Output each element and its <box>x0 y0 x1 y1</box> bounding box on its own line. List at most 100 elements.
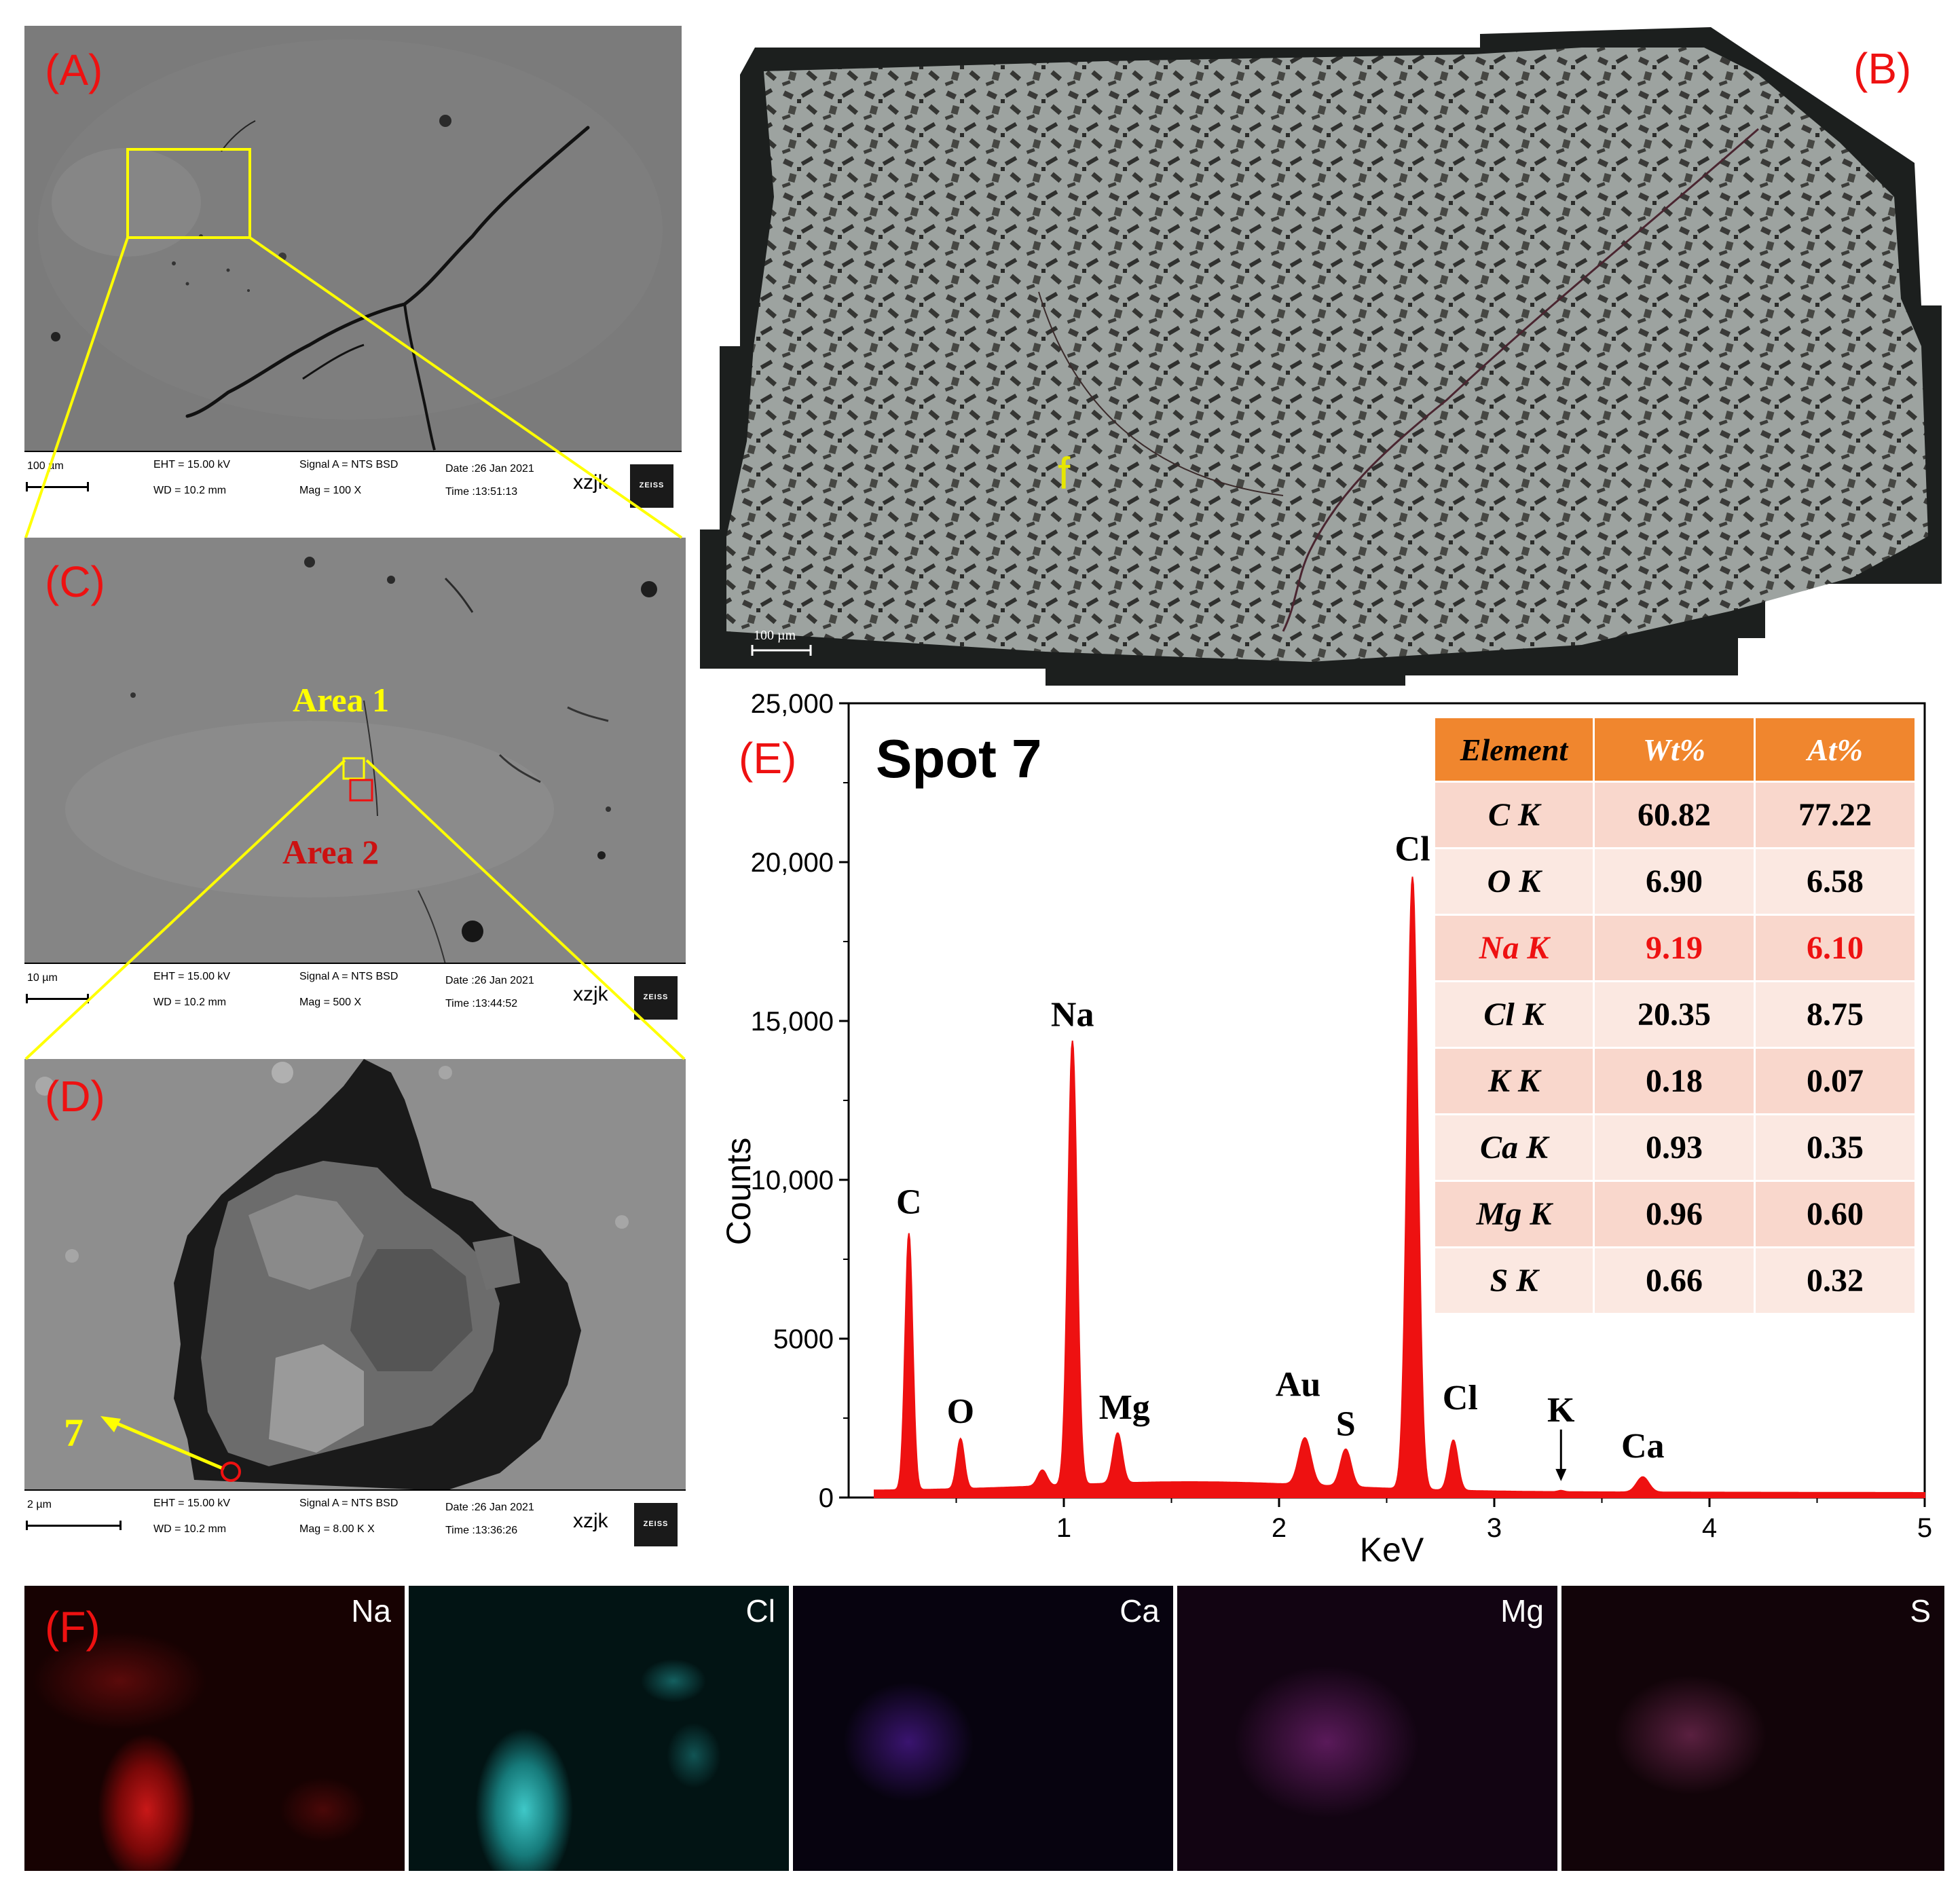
peak-label: Na <box>1051 995 1094 1034</box>
peak-label: Au <box>1276 1365 1320 1404</box>
table-row: Ca K 0.93 0.35 <box>1435 1113 1915 1180</box>
y-tick-label: 0 <box>819 1483 834 1513</box>
sem-image-c: Area 1 Area 2 <box>24 538 686 964</box>
signal-text-d: Signal A = NTS BSD <box>299 1498 399 1509</box>
map-mg: Mg <box>1177 1586 1557 1871</box>
map-label-cl: Cl <box>745 1593 775 1629</box>
composition-table: Element Wt% At% C K 60.82 77.22 O K 6.90 6.58… <box>1435 718 1915 1313</box>
x-tick-label: 3 <box>1487 1513 1502 1543</box>
table-row: Na K 9.19 6.10 <box>1435 914 1915 980</box>
eht-text-d: EHT = 15.00 kV <box>153 1498 231 1509</box>
table-row: K K 0.18 0.07 <box>1435 1047 1915 1113</box>
y-tick-label: 20,000 <box>751 848 834 878</box>
table-cell-at: 0.60 <box>1756 1180 1915 1246</box>
table-cell-wt: 0.18 <box>1595 1047 1756 1113</box>
table-cell-at: 0.35 <box>1756 1113 1915 1180</box>
zoom-box-a <box>126 148 251 239</box>
date-text-d: Date :26 Jan 2021 <box>445 1502 534 1513</box>
area2-box <box>349 779 373 802</box>
table-cell-element: Mg K <box>1435 1180 1595 1246</box>
x-tick-label: 1 <box>1056 1513 1071 1543</box>
map-na: Na <box>24 1586 405 1871</box>
map-cl: Cl <box>409 1586 789 1871</box>
x-tick-label: 5 <box>1917 1513 1932 1543</box>
wd-text-a: WD = 10.2 mm <box>153 485 227 496</box>
table-cell-wt: 20.35 <box>1595 980 1756 1047</box>
table-cell-at: 0.32 <box>1756 1246 1915 1313</box>
spot-7-label: 7 <box>64 1411 84 1455</box>
scale-text-c: 10 µm <box>27 972 58 984</box>
peak-label: Ca <box>1621 1427 1665 1466</box>
table-cell-element: C K <box>1435 781 1595 847</box>
databar-d: 2 µm EHT = 15.00 kV WD = 10.2 mm Signal … <box>24 1489 686 1559</box>
panel-label-b: (B) <box>1853 44 1912 93</box>
x-axis-label: KeV <box>1360 1531 1424 1569</box>
table-row: C K 60.82 77.22 <box>1435 781 1915 847</box>
y-tick-label: 5000 <box>773 1324 834 1354</box>
peak-label: Cl <box>1395 830 1430 868</box>
time-text-c: Time :13:44:52 <box>445 998 518 1009</box>
table-header-row: Element Wt% At% <box>1435 718 1915 781</box>
operator-text-d: xzjk <box>573 1510 608 1532</box>
table-row: Mg K 0.96 0.60 <box>1435 1180 1915 1246</box>
map-ca: Ca <box>793 1586 1173 1871</box>
panel-label-e: (E) <box>739 734 797 783</box>
scale-text-a: 100 µm <box>27 460 64 472</box>
y-tick-label: 15,000 <box>751 1007 834 1037</box>
scale-text-d: 2 µm <box>27 1499 52 1510</box>
databar-c: 10 µm EHT = 15.00 kV WD = 10.2 mm Signal… <box>24 963 686 1032</box>
table-cell-wt: 60.82 <box>1595 781 1756 847</box>
area2-label: Area 2 <box>282 833 379 871</box>
map-label-s: S <box>1910 1593 1931 1629</box>
table-cell-wt: 0.93 <box>1595 1113 1756 1180</box>
table-cell-element: Cl K <box>1435 980 1595 1047</box>
eds-spectrum-chart: 0 5000 10,000 15,000 20,000 25,000 1 2 3 4 5 C O Na M… <box>720 689 1932 1569</box>
table-cell-at: 77.22 <box>1756 781 1915 847</box>
eds-maps-row: Na Cl Ca Mg S <box>24 1586 1944 1871</box>
date-text-c: Date :26 Jan 2021 <box>445 975 534 986</box>
spectrum-series <box>873 876 1925 1498</box>
panel-label-f: (F) <box>45 1603 100 1652</box>
panel-label-c: (C) <box>45 557 105 606</box>
table-cell-wt: 9.19 <box>1595 914 1756 980</box>
signal-text-a: Signal A = NTS BSD <box>299 459 399 470</box>
eht-text-a: EHT = 15.00 kV <box>153 459 231 470</box>
table-cell-at: 6.58 <box>1756 847 1915 914</box>
mag-text-a: Mag = 100 X <box>299 485 362 496</box>
peak-label: Mg <box>1099 1388 1150 1427</box>
area1-label: Area 1 <box>293 681 389 719</box>
y-tick-label: 10,000 <box>751 1166 834 1195</box>
map-label-na: Na <box>351 1593 391 1629</box>
table-cell-wt: 0.96 <box>1595 1180 1756 1246</box>
eht-text-c: EHT = 15.00 kV <box>153 971 231 982</box>
chart-title: Spot 7 <box>876 728 1041 789</box>
peak-label: S <box>1336 1405 1356 1443</box>
area1-box <box>342 757 365 780</box>
table-row: O K 6.90 6.58 <box>1435 847 1915 914</box>
time-text-d: Time :13:36:26 <box>445 1525 518 1536</box>
x-tick-label: 2 <box>1272 1513 1287 1543</box>
signal-text-c: Signal A = NTS BSD <box>299 971 399 982</box>
zoom-guide-lines <box>24 236 686 1060</box>
operator-text-c: xzjk <box>573 983 608 1005</box>
sem-panel-a: 100 µm EHT = 15.00 kV WD = 10.2 mm Signa… <box>24 26 682 520</box>
peak-label: Cl <box>1443 1379 1478 1417</box>
zeiss-logo-d: ZEISS <box>634 1503 678 1546</box>
header-element: Element <box>1435 718 1595 781</box>
table-cell-at: 8.75 <box>1756 980 1915 1047</box>
time-text-a: Time :13:51:13 <box>445 486 518 498</box>
mag-text-c: Mag = 500 X <box>299 997 362 1008</box>
wd-text-c: WD = 10.2 mm <box>153 997 227 1008</box>
table-cell-wt: 0.66 <box>1595 1246 1756 1313</box>
header-wt: Wt% <box>1595 718 1756 781</box>
optical-panel-b: f 100 µm <box>700 27 1942 686</box>
table-cell-element: S K <box>1435 1246 1595 1313</box>
map-label-mg: Mg <box>1500 1593 1544 1629</box>
zeiss-logo-a: ZEISS <box>630 464 673 508</box>
table-cell-element: Na K <box>1435 914 1595 980</box>
marker-f: f <box>1058 448 1071 498</box>
panel-label-a: (A) <box>45 45 103 94</box>
table-cell-wt: 6.90 <box>1595 847 1756 914</box>
y-axis-label: Counts <box>720 1138 758 1245</box>
table-cell-element: O K <box>1435 847 1595 914</box>
